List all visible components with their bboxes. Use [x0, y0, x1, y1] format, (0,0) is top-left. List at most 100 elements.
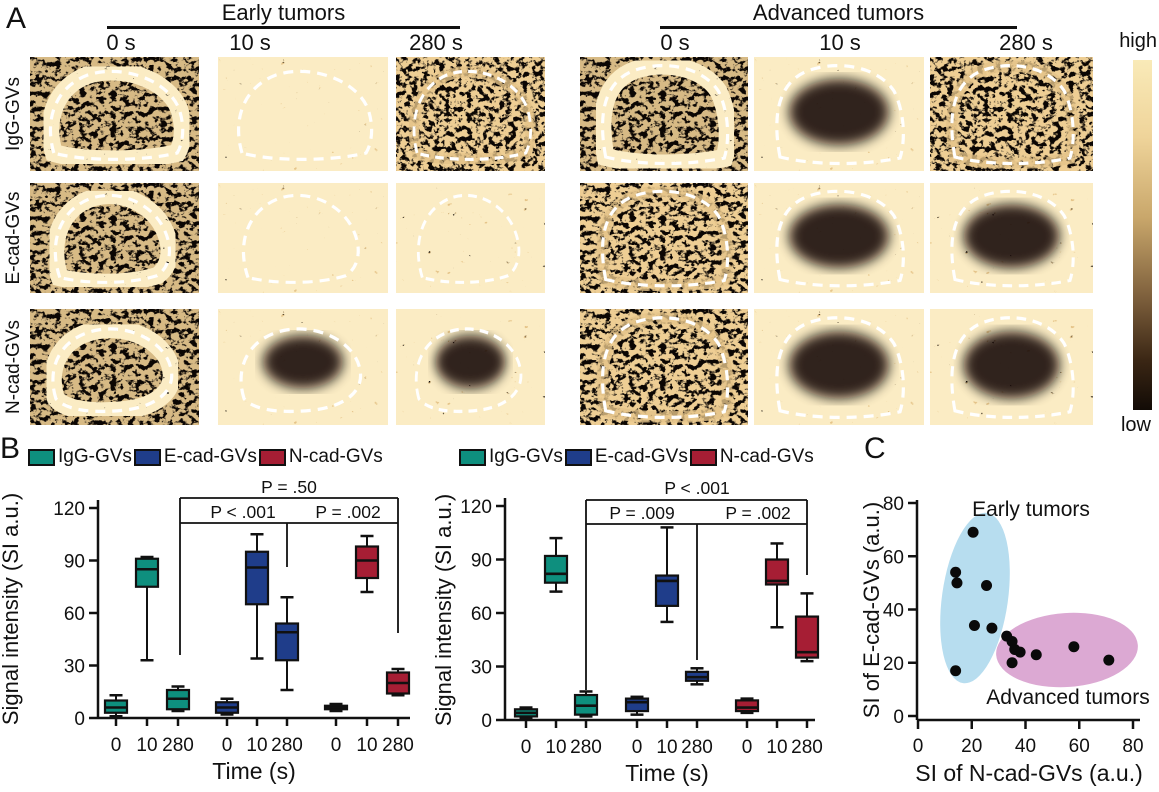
x-tick-label: 280 — [791, 737, 823, 758]
box-N-cad-GVs-0 — [323, 702, 349, 713]
y-tick-label: 80 — [883, 494, 904, 515]
x-tick-label: 0 — [913, 736, 924, 757]
p-value-label: P < .001 — [210, 502, 275, 522]
tumor-outline — [416, 193, 521, 284]
y-axis-title: Signal intensity (SI a.u.) — [431, 494, 456, 726]
scatter-point — [967, 526, 979, 538]
tumor-outline — [412, 69, 533, 161]
intensity-colorbar — [1133, 60, 1152, 410]
group-header-early: Early tumors — [221, 0, 346, 25]
box-N-cad-GVs-280 — [385, 667, 411, 697]
tumor-outline — [239, 327, 363, 414]
ultrasound-image — [930, 57, 1093, 171]
legend-swatch — [133, 448, 161, 466]
ultrasound-image — [30, 57, 199, 171]
tumor-outline — [600, 63, 730, 166]
ultrasound-image — [754, 183, 924, 293]
colorbar-low-label: low — [1120, 414, 1151, 436]
x-tick-label: 20 — [961, 736, 982, 757]
time-label: 0 s — [660, 30, 690, 55]
y-tick-label: 0 — [893, 707, 904, 728]
x-tick-label: 10 — [656, 737, 677, 758]
scatter-point — [968, 619, 980, 631]
y-tick-label: 60 — [883, 547, 904, 568]
cluster-ellipse — [996, 612, 1138, 688]
ultrasound-image — [30, 309, 199, 425]
box-N-cad-GVs-10 — [354, 534, 380, 594]
ultrasound-image — [754, 309, 924, 425]
group-header-advanced: Advanced tumors — [752, 0, 925, 25]
legend-item: IgG-GVs — [459, 446, 563, 468]
x-tick-label: 10 — [766, 737, 787, 758]
y-tick-label: 120 — [53, 499, 85, 520]
legend-item: E-cad-GVs — [133, 446, 257, 468]
x-tick-label: 280 — [162, 735, 194, 756]
ultrasound-image — [754, 57, 924, 171]
y-tick-label: 0 — [481, 711, 492, 732]
legend-label: E-cad-GVs — [163, 446, 257, 467]
legend-label: IgG-GVs — [58, 446, 132, 467]
ultrasound-image — [396, 57, 545, 171]
x-tick-label: 280 — [382, 735, 414, 756]
tumor-outline — [775, 189, 905, 288]
box-E-cad-GVs-10 — [244, 533, 270, 660]
time-label: 10 s — [229, 30, 271, 55]
legend-item: E-cad-GVs — [564, 446, 688, 468]
tumor-outline — [241, 193, 360, 284]
box-IgG-GVs-0 — [103, 694, 129, 718]
scatter-point — [1030, 649, 1042, 661]
y-tick-label: 60 — [471, 604, 492, 625]
x-tick-label: 0 — [521, 737, 532, 758]
x-tick-label: 10 — [545, 737, 566, 758]
tumor-outline — [950, 316, 1075, 420]
y-tick-label: 60 — [64, 604, 85, 625]
scatter-point — [951, 577, 963, 589]
legend-right: IgG-GVs E-cad-GVs N-cad-GVs — [459, 446, 814, 468]
x-tick-label: 280 — [570, 737, 602, 758]
scatter-point — [1006, 657, 1018, 669]
x-tick-label: 0 — [331, 735, 342, 756]
scatter-point — [1068, 641, 1080, 653]
tumor-outline — [53, 193, 171, 284]
legend-swatch — [689, 448, 717, 466]
panel-b-label: B — [0, 432, 21, 465]
x-axis-title: Time (s) — [212, 758, 295, 784]
ultrasound-image — [30, 183, 199, 293]
x-tick-label: 0 — [742, 737, 753, 758]
x-tick-label: 0 — [632, 737, 643, 758]
box-N-cad-GVs-10 — [764, 542, 790, 629]
tumor-outline — [775, 316, 905, 419]
time-label: 10 s — [819, 30, 861, 55]
box-E-cad-GVs-0 — [214, 697, 240, 716]
scatter-point — [1103, 654, 1115, 666]
box-IgG-GVs-10 — [543, 536, 569, 593]
box-IgG-GVs-280 — [573, 690, 599, 718]
y-tick-label: 30 — [471, 658, 492, 679]
box-E-cad-GVs-0 — [624, 695, 650, 716]
box-IgG-GVs-0 — [513, 706, 539, 720]
tumor-outline — [775, 63, 905, 166]
legend-item: IgG-GVs — [28, 446, 132, 468]
legend-swatch — [258, 448, 286, 466]
x-tick-label: 10 — [136, 735, 157, 756]
header-underline-early — [107, 26, 460, 29]
y-tick-label: 20 — [883, 654, 904, 675]
time-label: 0 s — [106, 30, 136, 55]
cluster-label-early: Early tumors — [972, 498, 1090, 521]
tumor-outline — [48, 69, 185, 161]
p-value-label: P < .001 — [664, 478, 729, 498]
legend-label: N-cad-GVs — [288, 446, 383, 467]
ultrasound-image — [580, 57, 748, 171]
box-IgG-GVs-10 — [134, 555, 160, 662]
y-tick-label: 120 — [460, 497, 492, 518]
scatter-point — [981, 580, 993, 592]
x-tick-label: 40 — [1015, 736, 1036, 757]
p-value-label: P = .50 — [261, 477, 317, 497]
colorbar-high-label: high — [1119, 30, 1157, 52]
legend-swatch — [459, 448, 486, 466]
ultrasound-image — [396, 183, 545, 293]
box-E-cad-GVs-10 — [654, 526, 680, 624]
tumor-outline — [237, 69, 374, 161]
